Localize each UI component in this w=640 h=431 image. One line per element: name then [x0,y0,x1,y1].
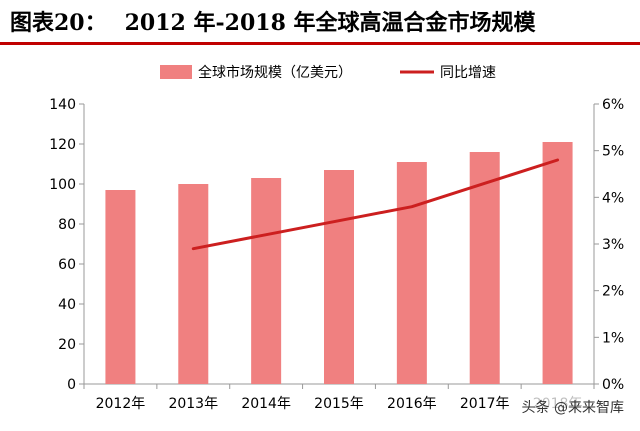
chart-header: 图表20： 2012 年-2018 年全球高温合金市场规模 [10,8,630,38]
y-right-tick-label: 4% [602,190,624,206]
bar-2018年 [542,142,573,384]
y-right-tick-label: 2% [602,284,624,300]
y-left-tick-label: 100 [49,177,76,193]
x-tick-label: 2016年 [387,396,437,412]
legend-bar-swatch [160,65,192,79]
y-left-tick-label: 0 [67,377,76,393]
y-right-tick-label: 0% [602,377,624,393]
bar-2017年 [469,152,500,384]
y-left-tick-label: 140 [49,97,76,113]
y-right-tick-label: 5% [602,144,624,160]
legend-line-label: 同比增速 [440,65,496,81]
y-right-tick-label: 1% [602,330,624,346]
figure-title: 2012 年-2018 年全球高温合金市场规模 [124,10,536,36]
chart-title: 图表20： 2012 年-2018 年全球高温合金市场规模 [10,8,630,38]
y-left-tick-label: 40 [58,297,76,313]
bar-2015年 [324,170,354,384]
growth-rate-line [191,158,560,251]
bar-2013年 [178,184,209,384]
x-tick-label: 2015年 [314,396,364,412]
bar-2012年 [105,190,136,384]
y-right-tick-label: 6% [602,97,624,113]
x-tick-label: 2017年 [460,396,510,412]
y-left-tick-label: 80 [58,217,76,233]
y-left-tick-label: 60 [58,257,76,273]
x-tick-label: 2013年 [168,396,218,412]
legend-bar-label: 全球市场规模（亿美元） [198,64,352,81]
title-rule [0,42,640,45]
y-right-tick-label: 3% [602,237,624,253]
bar-2016年 [396,162,427,384]
bar-2014年 [251,178,282,384]
y-left-tick-label: 20 [58,337,76,353]
y-left-tick-label: 120 [49,137,76,153]
x-tick-label: 2012年 [96,396,146,412]
x-tick-label: 2014年 [241,396,291,412]
figure-label: 图表20： [10,10,107,36]
watermark: 头条 @来来智库 [517,395,628,419]
